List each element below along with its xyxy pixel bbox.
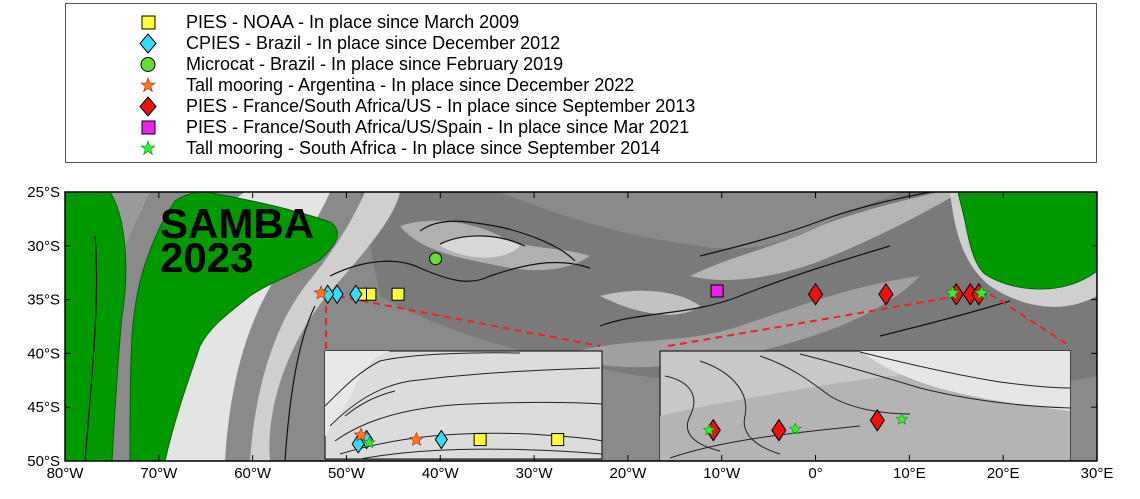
legend-entry-pies-spain: PIES - France/South Africa/US/Spain - In… <box>66 117 1096 138</box>
legend-entry-cpies-brazil: CPIES - Brazil - In place since December… <box>66 33 1096 54</box>
map-title-line1: SAMBA <box>160 200 314 247</box>
lat-tick-label: 25°S <box>27 184 60 201</box>
africa-land <box>957 192 1097 290</box>
microcat-marker <box>429 252 443 266</box>
cpies-brazil-marker <box>349 284 363 305</box>
pies-spain-marker <box>710 284 724 298</box>
map-title-line2: 2023 <box>160 234 253 281</box>
lon-tick-label: 30°E <box>1081 465 1114 482</box>
west-section-line <box>325 293 601 347</box>
pies-france-marker <box>807 282 824 306</box>
lat-tick-label: 50°S <box>27 453 60 470</box>
west-inset-shelf <box>325 351 390 459</box>
east-inset <box>659 350 1071 462</box>
section-lines <box>325 293 1071 351</box>
pies-noaa-marker <box>551 433 565 447</box>
pies-france-marker <box>869 408 885 432</box>
legend-label: Microcat - Brazil - In place since Febru… <box>186 54 564 74</box>
legend-label: PIES - NOAA - In place since March 2009 <box>186 12 520 32</box>
green-circle-icon <box>140 57 156 72</box>
tall-south-africa-marker <box>974 285 990 300</box>
instrument-markers <box>313 252 990 306</box>
tall-argentina-marker <box>409 431 424 446</box>
legend-label: PIES - France/South Africa/US/Spain - In… <box>186 117 690 137</box>
south-america-land <box>129 192 338 461</box>
argentine-shelf <box>250 192 400 461</box>
east-inset-connector <box>989 293 1071 347</box>
pies-france-marker <box>878 282 894 306</box>
west-inset <box>324 350 603 460</box>
cyan-diamond-icon <box>139 33 157 54</box>
green-star-icon <box>140 140 156 156</box>
lon-tick-label: 30°W <box>516 465 554 482</box>
east-section-line <box>667 293 971 347</box>
lat-tick-label: 40°S <box>27 345 60 362</box>
rio-grande-rise-top <box>440 235 520 258</box>
lon-tick-label: 60°W <box>234 465 272 482</box>
legend-entry-tall-south-africa: Tall mooring - South Africa - In place s… <box>66 138 1096 159</box>
tall-south-africa-marker <box>945 285 960 300</box>
legend-box: PIES - NOAA - In place since March 2009 … <box>65 3 1097 163</box>
axis-ticks: 80°W 70°W 60°W 50°W 40°W 30°W 20°W 10°W 0° 10°E 20… <box>27 184 1113 482</box>
legend-entry-pies-france: PIES - France/South Africa/US - In place… <box>66 96 1096 117</box>
lon-tick-label: 10°W <box>703 465 741 482</box>
map-title: SAMBA 2023 <box>160 200 314 281</box>
map-figure: SAMBA 2023 80°W 70°W 60°W 50°W 40°W 30°W 20°W 1… <box>27 184 1113 482</box>
legend-label: CPIES - Brazil - In place since December… <box>186 33 561 53</box>
lon-tick-label: 0° <box>808 465 822 482</box>
tall-south-africa-marker <box>362 436 376 449</box>
lon-tick-label: 70°W <box>140 465 178 482</box>
cpies-brazil-marker <box>330 284 344 305</box>
legend-entry-microcat-brazil: Microcat - Brazil - In place since Febru… <box>66 54 1096 75</box>
map-frame <box>64 191 1098 462</box>
yellow-square-icon <box>141 15 156 30</box>
legend-label: PIES - France/South Africa/US - In place… <box>186 96 696 116</box>
lat-tick-label: 35°S <box>27 292 60 309</box>
lon-tick-label: 20°E <box>987 465 1020 482</box>
lat-tick-label: 30°S <box>27 238 60 255</box>
cpies-brazil-marker <box>434 429 448 450</box>
lon-tick-label: 80°W <box>47 465 85 482</box>
tall-south-africa-marker <box>702 423 716 436</box>
bathymetry <box>65 192 1097 461</box>
lon-tick-label: 10°E <box>893 465 926 482</box>
pies-noaa-marker <box>391 287 405 301</box>
legend-label: Tall mooring - Argentina - In place sinc… <box>186 75 635 95</box>
legend-entry-tall-argentina: Tall mooring - Argentina - In place sinc… <box>66 75 1096 96</box>
red-diamond-icon <box>139 96 157 117</box>
east-inset-shelf <box>860 351 1070 411</box>
pies-france-marker <box>771 418 787 442</box>
lat-tick-label: 45°S <box>27 399 60 416</box>
walvis-ridge <box>560 276 920 368</box>
tall-south-africa-marker <box>788 422 802 435</box>
depth-contours <box>84 192 1011 461</box>
lon-tick-label: 20°W <box>609 465 647 482</box>
west-inset-contours <box>324 352 603 460</box>
pies-noaa-marker <box>473 433 487 447</box>
tall-argentina-marker <box>353 427 369 442</box>
tall-argentina-marker <box>313 285 329 300</box>
cpies-brazil-marker <box>351 433 365 454</box>
lon-tick-label: 40°W <box>422 465 460 482</box>
lon-tick-label: 50°W <box>328 465 366 482</box>
magenta-square-icon <box>141 120 156 135</box>
walvis-ridge-crest <box>690 192 960 281</box>
orange-star-icon <box>140 77 156 93</box>
legend-label: Tall mooring - South Africa - In place s… <box>186 138 661 158</box>
mid-atlantic-ridge-patch <box>600 290 700 315</box>
legend-entry-pies-noaa: PIES - NOAA - In place since March 2009 <box>66 12 1096 33</box>
tall-south-africa-marker <box>895 412 909 425</box>
east-inset-contours <box>664 351 1071 459</box>
